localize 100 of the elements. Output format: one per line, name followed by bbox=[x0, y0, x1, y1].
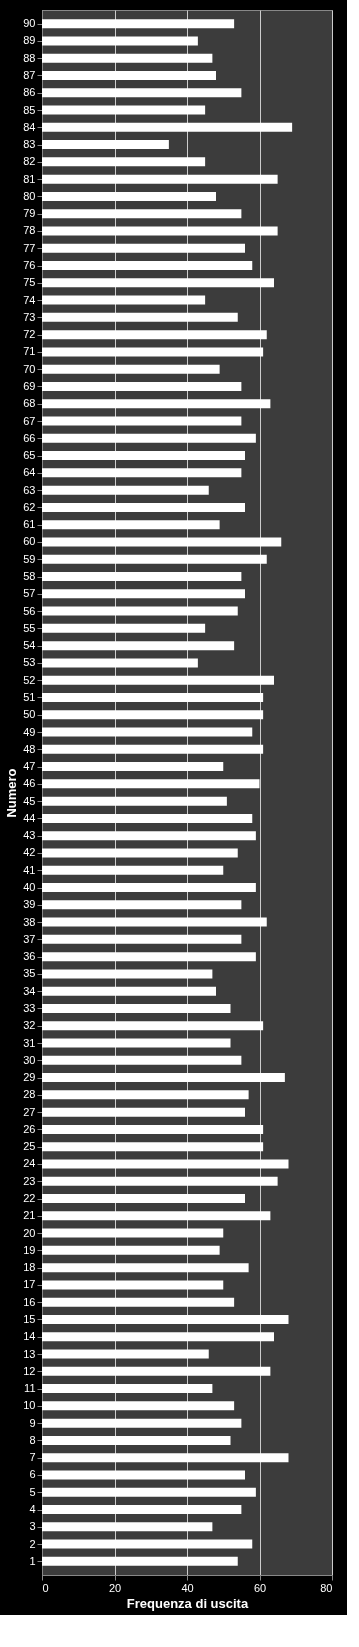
bar bbox=[42, 1384, 213, 1394]
y-tick-label: 77 bbox=[23, 241, 36, 254]
bar bbox=[42, 191, 216, 201]
bar bbox=[42, 295, 206, 305]
y-tick-label: 72 bbox=[23, 328, 36, 341]
y-tick-label: 40 bbox=[23, 881, 36, 894]
y-tick-label: 62 bbox=[23, 500, 36, 513]
bar bbox=[42, 243, 245, 253]
y-tick-label: 37 bbox=[23, 932, 36, 945]
y-tick-label: 26 bbox=[23, 1122, 36, 1135]
y-tick-label: 41 bbox=[23, 863, 36, 876]
bar bbox=[42, 433, 256, 443]
bar bbox=[42, 692, 264, 702]
y-tick-label: 48 bbox=[23, 742, 36, 755]
bar bbox=[42, 623, 206, 633]
bar bbox=[42, 658, 198, 668]
y-tick-label: 44 bbox=[23, 811, 36, 824]
y-tick-label: 57 bbox=[23, 587, 36, 600]
bar bbox=[42, 762, 224, 772]
bar bbox=[42, 1349, 209, 1359]
y-tick-label: 49 bbox=[23, 725, 36, 738]
bar bbox=[42, 1194, 245, 1204]
bar bbox=[42, 606, 238, 616]
bar bbox=[42, 312, 238, 322]
bar bbox=[42, 883, 256, 893]
y-tick-label: 33 bbox=[23, 1001, 36, 1014]
bar bbox=[42, 1418, 242, 1428]
y-tick-label: 6 bbox=[29, 1468, 36, 1481]
y-tick-label: 22 bbox=[23, 1192, 36, 1205]
y-tick-label: 82 bbox=[23, 155, 36, 168]
y-tick-label: 63 bbox=[23, 483, 36, 496]
y-tick-label: 28 bbox=[23, 1088, 36, 1101]
bar bbox=[42, 261, 253, 271]
y-tick-label: 58 bbox=[23, 570, 36, 583]
y-axis-title: Numero bbox=[4, 768, 20, 818]
y-tick-label: 74 bbox=[23, 293, 36, 306]
bar bbox=[42, 1435, 231, 1445]
y-tick-label: 27 bbox=[23, 1105, 36, 1118]
bar bbox=[42, 675, 274, 685]
y-tick-label: 73 bbox=[23, 310, 36, 323]
y-tick-label: 42 bbox=[23, 846, 36, 859]
bar bbox=[42, 70, 216, 80]
y-tick-label: 53 bbox=[23, 656, 36, 669]
y-tick-label: 24 bbox=[23, 1157, 36, 1170]
y-tick-label: 1 bbox=[29, 1554, 36, 1567]
bar bbox=[42, 1487, 256, 1497]
y-tick-label: 87 bbox=[23, 68, 36, 81]
y-tick-label: 88 bbox=[23, 51, 36, 64]
y-tick-label: 78 bbox=[23, 224, 36, 237]
y-tick-label: 60 bbox=[23, 535, 36, 548]
bar bbox=[42, 969, 213, 979]
y-tick-label: 35 bbox=[23, 967, 36, 980]
y-tick-label: 31 bbox=[23, 1036, 36, 1049]
bar bbox=[42, 934, 242, 944]
y-tick-label: 9 bbox=[29, 1416, 36, 1429]
y-tick-label: 69 bbox=[23, 379, 36, 392]
y-tick-label: 8 bbox=[29, 1433, 36, 1446]
y-tick-label: 15 bbox=[23, 1312, 36, 1325]
y-tick-label: 20 bbox=[23, 1226, 36, 1239]
y-tick-label: 5 bbox=[29, 1485, 36, 1498]
bar bbox=[42, 53, 213, 63]
y-tick-label: 4 bbox=[29, 1503, 36, 1516]
bar bbox=[42, 36, 198, 46]
y-tick-label: 67 bbox=[23, 414, 36, 427]
y-tick-label: 79 bbox=[23, 207, 36, 220]
bar bbox=[42, 122, 293, 132]
y-tick-label: 39 bbox=[23, 898, 36, 911]
y-tick-label: 61 bbox=[23, 518, 36, 531]
bar bbox=[42, 330, 267, 340]
bar bbox=[42, 589, 245, 599]
bar bbox=[42, 917, 267, 927]
bar bbox=[42, 1021, 264, 1031]
bar bbox=[42, 485, 209, 495]
y-tick-label: 85 bbox=[23, 103, 36, 116]
bar bbox=[42, 468, 242, 478]
y-tick-label: 76 bbox=[23, 259, 36, 272]
x-tick-label: 20 bbox=[108, 1581, 122, 1594]
y-tick-label: 47 bbox=[23, 760, 36, 773]
bar bbox=[42, 502, 245, 512]
y-tick-label: 7 bbox=[29, 1451, 36, 1464]
bar bbox=[42, 727, 253, 737]
y-tick-label: 34 bbox=[23, 984, 36, 997]
bar bbox=[42, 537, 282, 547]
bar bbox=[42, 744, 264, 754]
bar bbox=[42, 1453, 289, 1463]
bar bbox=[42, 226, 278, 236]
y-tick-label: 10 bbox=[23, 1399, 36, 1412]
bar bbox=[42, 399, 271, 409]
y-tick-label: 68 bbox=[23, 397, 36, 410]
x-tick-label: 0 bbox=[42, 1581, 49, 1594]
y-tick-label: 25 bbox=[23, 1140, 36, 1153]
y-tick-label: 75 bbox=[23, 276, 36, 289]
bar bbox=[42, 1470, 245, 1480]
bar bbox=[42, 1124, 264, 1134]
bar bbox=[42, 1539, 253, 1549]
y-tick-label: 17 bbox=[23, 1278, 36, 1291]
bar bbox=[42, 381, 242, 391]
bar bbox=[42, 1038, 231, 1048]
bar bbox=[42, 1055, 242, 1065]
y-tick-label: 89 bbox=[23, 34, 36, 47]
